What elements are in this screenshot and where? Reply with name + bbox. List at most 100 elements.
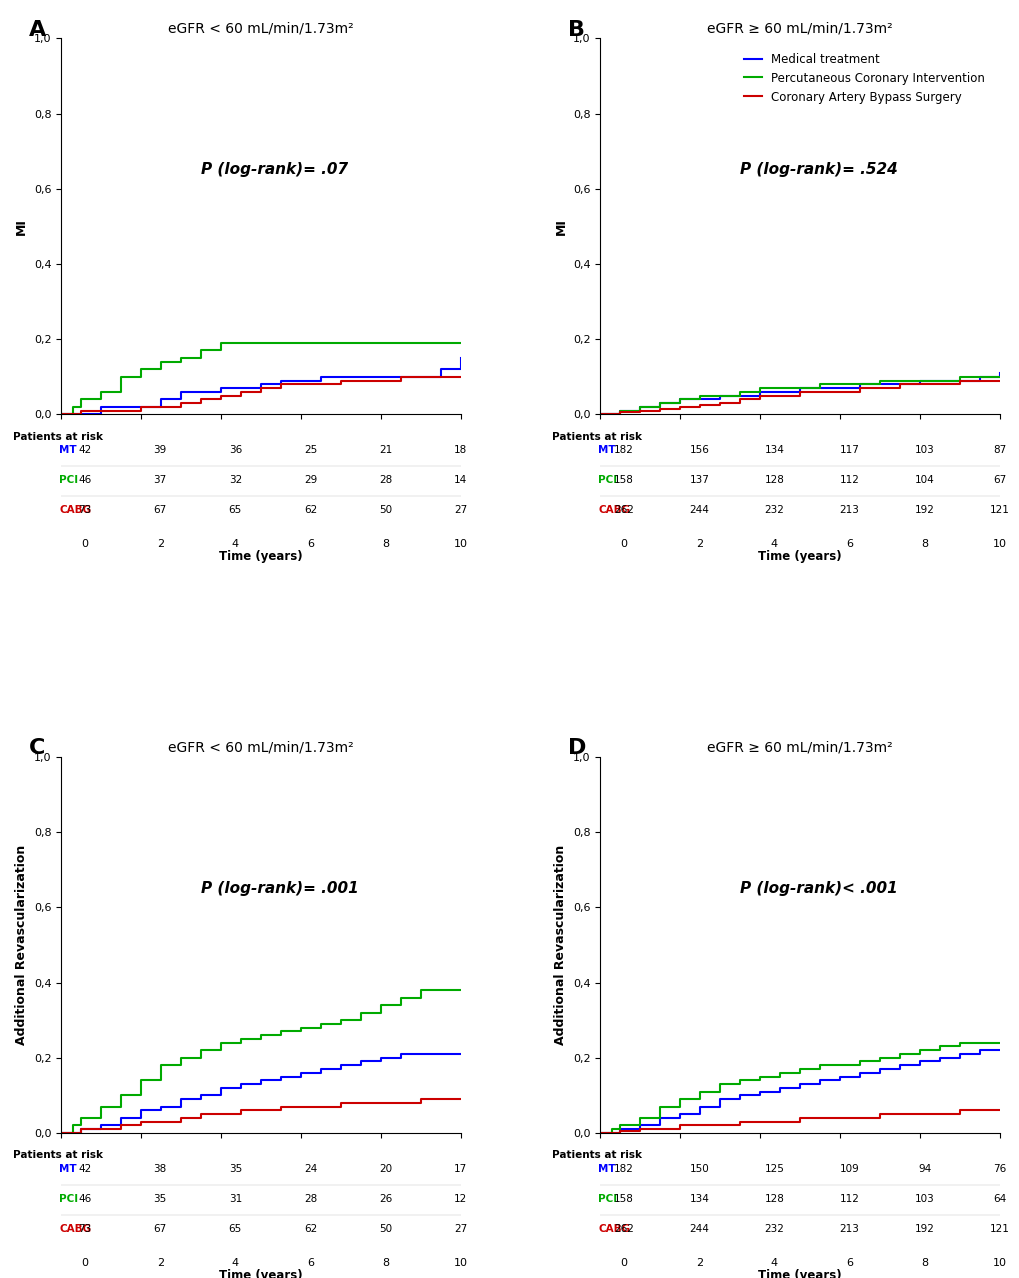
Text: 18: 18	[453, 445, 467, 455]
Text: 182: 182	[613, 445, 634, 455]
Text: Patients at risk: Patients at risk	[13, 432, 103, 442]
Text: 42: 42	[78, 1164, 92, 1173]
Text: 192: 192	[914, 1224, 933, 1233]
Text: Time (years): Time (years)	[219, 1269, 303, 1278]
Title: eGFR ≥ 60 mL/min/1.73m²: eGFR ≥ 60 mL/min/1.73m²	[706, 740, 892, 754]
Text: 28: 28	[378, 475, 391, 486]
Text: 32: 32	[228, 475, 242, 486]
Text: 65: 65	[228, 505, 242, 515]
Text: 6: 6	[845, 1258, 852, 1268]
Text: 156: 156	[689, 445, 708, 455]
Text: 20: 20	[378, 1164, 391, 1173]
Text: 244: 244	[689, 505, 708, 515]
Text: 109: 109	[839, 1164, 858, 1173]
Text: 12: 12	[453, 1194, 467, 1204]
Text: 4: 4	[770, 539, 777, 550]
Text: 14: 14	[453, 475, 467, 486]
Text: 117: 117	[839, 445, 859, 455]
Text: 8: 8	[920, 1258, 927, 1268]
Text: 28: 28	[304, 1194, 317, 1204]
Text: 2: 2	[695, 539, 702, 550]
Text: 134: 134	[689, 1194, 708, 1204]
Text: P (log-rank)< .001: P (log-rank)< .001	[740, 881, 897, 896]
Text: Patients at risk: Patients at risk	[552, 432, 642, 442]
Text: C: C	[30, 739, 46, 758]
Text: 103: 103	[914, 445, 933, 455]
Text: Patients at risk: Patients at risk	[552, 1150, 642, 1160]
Text: 103: 103	[914, 1194, 933, 1204]
Text: 46: 46	[78, 1194, 92, 1204]
Y-axis label: Additional Revascularization: Additional Revascularization	[554, 845, 567, 1045]
Text: 31: 31	[228, 1194, 242, 1204]
Text: PCI: PCI	[598, 475, 616, 486]
Text: 0: 0	[82, 539, 89, 550]
Text: 87: 87	[993, 445, 1005, 455]
Text: 112: 112	[839, 475, 859, 486]
Text: 2: 2	[695, 1258, 702, 1268]
Text: 35: 35	[228, 1164, 242, 1173]
Text: 121: 121	[988, 505, 1009, 515]
Text: 62: 62	[304, 1224, 317, 1233]
Text: 192: 192	[914, 505, 933, 515]
Text: 25: 25	[304, 445, 317, 455]
Text: 128: 128	[763, 475, 784, 486]
Text: PCI: PCI	[59, 475, 78, 486]
Text: 35: 35	[154, 1194, 167, 1204]
Text: 27: 27	[453, 1224, 467, 1233]
Y-axis label: Additional Revascularization: Additional Revascularization	[15, 845, 29, 1045]
Text: 46: 46	[78, 475, 92, 486]
Text: 39: 39	[154, 445, 167, 455]
Legend: Medical treatment, Percutaneous Coronary Intervention, Coronary Artery Bypass Su: Medical treatment, Percutaneous Coronary…	[739, 49, 988, 109]
Text: 128: 128	[763, 1194, 784, 1204]
Text: P (log-rank)= .524: P (log-rank)= .524	[740, 162, 897, 178]
Text: 67: 67	[993, 475, 1005, 486]
Text: 29: 29	[304, 475, 317, 486]
Text: CABG: CABG	[598, 1224, 630, 1233]
Text: 10: 10	[991, 539, 1006, 550]
Text: 10: 10	[453, 1258, 467, 1268]
Text: 0: 0	[621, 1258, 627, 1268]
Text: 73: 73	[78, 505, 92, 515]
Text: 0: 0	[82, 1258, 89, 1268]
Text: P (log-rank)= .07: P (log-rank)= .07	[201, 162, 347, 178]
Text: 42: 42	[78, 445, 92, 455]
Text: MT: MT	[59, 445, 76, 455]
Text: 4: 4	[231, 1258, 238, 1268]
Text: 232: 232	[763, 505, 784, 515]
Text: 121: 121	[988, 1224, 1009, 1233]
Text: 50: 50	[378, 505, 391, 515]
Text: 8: 8	[381, 539, 388, 550]
Text: 8: 8	[920, 539, 927, 550]
Text: 27: 27	[453, 505, 467, 515]
Text: B: B	[568, 19, 585, 40]
Text: PCI: PCI	[59, 1194, 78, 1204]
Text: 2: 2	[157, 1258, 164, 1268]
Text: 17: 17	[453, 1164, 467, 1173]
Text: A: A	[30, 19, 47, 40]
Text: 2: 2	[157, 539, 164, 550]
Text: 24: 24	[304, 1164, 317, 1173]
Text: 65: 65	[228, 1224, 242, 1233]
Text: 10: 10	[453, 539, 467, 550]
Text: 150: 150	[689, 1164, 708, 1173]
Text: 232: 232	[763, 1224, 784, 1233]
Text: Time (years): Time (years)	[219, 550, 303, 564]
Text: CABG: CABG	[59, 1224, 92, 1233]
Text: MT: MT	[598, 445, 615, 455]
Text: Time (years): Time (years)	[757, 1269, 841, 1278]
Text: Patients at risk: Patients at risk	[13, 1150, 103, 1160]
Text: 10: 10	[991, 1258, 1006, 1268]
Text: 6: 6	[845, 539, 852, 550]
Title: eGFR ≥ 60 mL/min/1.73m²: eGFR ≥ 60 mL/min/1.73m²	[706, 22, 892, 36]
Text: 6: 6	[307, 1258, 314, 1268]
Text: 50: 50	[378, 1224, 391, 1233]
Text: 8: 8	[381, 1258, 388, 1268]
Text: 4: 4	[770, 1258, 777, 1268]
Text: 4: 4	[231, 539, 238, 550]
Text: 262: 262	[613, 505, 634, 515]
Text: 36: 36	[228, 445, 242, 455]
Text: 37: 37	[154, 475, 167, 486]
Text: 213: 213	[839, 1224, 859, 1233]
Title: eGFR < 60 mL/min/1.73m²: eGFR < 60 mL/min/1.73m²	[168, 22, 354, 36]
Text: P (log-rank)= .001: P (log-rank)= .001	[201, 881, 359, 896]
